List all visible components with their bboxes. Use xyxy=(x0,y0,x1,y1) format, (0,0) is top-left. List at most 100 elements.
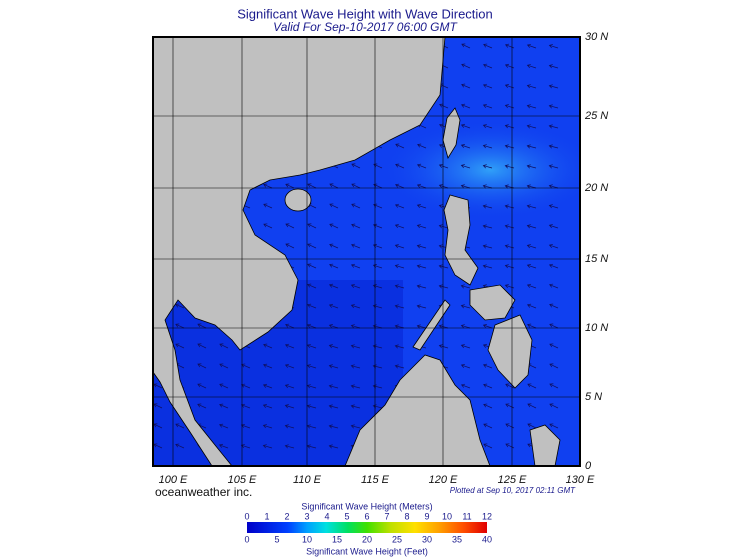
wave-arrow xyxy=(548,263,559,269)
wave-arrow xyxy=(482,164,493,169)
wave-arrow xyxy=(350,404,361,409)
wave-arrow xyxy=(505,403,515,409)
wave-arrow xyxy=(527,423,537,429)
wave-arrow xyxy=(504,204,515,209)
wave-arrow xyxy=(284,384,295,389)
wave-arrow xyxy=(328,404,339,409)
mainland xyxy=(153,37,446,466)
wave-arrow xyxy=(504,164,515,169)
lat-label: 5 N xyxy=(585,391,602,403)
wave-arrow xyxy=(350,283,361,289)
wave-arrow xyxy=(307,283,317,289)
wave-arrow xyxy=(460,123,471,129)
meters-tick: 1 xyxy=(264,511,269,521)
wave-arrow xyxy=(197,343,207,349)
wave-arrow xyxy=(262,424,273,429)
wave-arrow xyxy=(328,444,339,449)
taiwan xyxy=(442,107,461,159)
wave-arrow xyxy=(461,83,471,89)
title: Significant Wave Height with Wave Direct… xyxy=(237,6,493,21)
wave-arrow xyxy=(285,323,295,329)
wave-arrow xyxy=(240,403,251,409)
feet-tick: 10 xyxy=(302,534,312,544)
wave-arrow xyxy=(439,103,449,109)
hainan xyxy=(284,188,312,212)
wave-arrow xyxy=(548,204,559,209)
wave-arrow xyxy=(549,323,559,329)
wave-arrow xyxy=(240,423,251,429)
wave-arrow xyxy=(329,203,339,209)
wave-arrow xyxy=(482,144,493,149)
feet-tick: 30 xyxy=(422,534,432,544)
wave-arrow xyxy=(306,344,317,349)
feet-tick: 15 xyxy=(332,534,342,544)
wave-arrow xyxy=(549,403,559,409)
wave-arrow xyxy=(483,383,493,389)
wave-arrow xyxy=(438,284,449,289)
wave-arrow xyxy=(394,364,405,369)
wave-arrow xyxy=(482,264,493,269)
wave-arrow xyxy=(526,64,537,69)
wave-arrow xyxy=(482,83,493,89)
subtitle: Valid For Sep-10-2017 06:00 GMT xyxy=(273,20,458,34)
wave-arrow xyxy=(549,383,559,389)
wave-arrow xyxy=(548,164,559,169)
wave-arrow xyxy=(416,183,427,189)
wave-arrow xyxy=(526,164,537,169)
wave-arrow xyxy=(175,323,185,329)
axis-labels: 100 E 105 E 110 E 115 E 120 E 125 E 130 E 30 N 2… xyxy=(159,31,609,486)
wave-arrow xyxy=(306,364,317,369)
wave-arrow xyxy=(460,284,471,289)
wave-arrow xyxy=(219,363,229,369)
wave-arrow xyxy=(284,424,295,429)
wave-arrow xyxy=(526,43,537,49)
wave-arrow xyxy=(416,163,427,169)
wave-arrow xyxy=(438,344,449,349)
wave-arrow xyxy=(548,243,559,249)
wave-arrow xyxy=(175,443,185,449)
credit: oceanweather inc. xyxy=(155,485,252,499)
wave-arrow xyxy=(461,43,471,49)
meters-tick: 12 xyxy=(482,511,492,521)
wave-arrow xyxy=(482,103,493,109)
wave-arrow xyxy=(527,383,537,389)
lon-label: 115 E xyxy=(361,474,390,486)
wave-arrow xyxy=(175,303,185,309)
wave-arrow xyxy=(351,183,361,189)
feet-tick: 35 xyxy=(452,534,462,544)
lat-label: 0 xyxy=(585,460,592,472)
meters-tick: 11 xyxy=(462,511,471,521)
meters-tick: 2 xyxy=(284,511,289,521)
wave-arrow xyxy=(197,383,207,389)
wave-arrow xyxy=(175,343,185,349)
wave-arrow xyxy=(395,143,405,149)
wave-arrow xyxy=(306,404,317,409)
wave-arrow xyxy=(416,284,427,289)
wave-arrow xyxy=(548,104,559,109)
wave-arrow xyxy=(549,423,559,429)
wave-arrow xyxy=(416,204,427,209)
wave-arrow xyxy=(351,163,361,169)
graticule xyxy=(153,37,580,466)
wave-arrow xyxy=(438,324,449,329)
wave-arrow xyxy=(460,144,471,149)
lon-label: 120 E xyxy=(429,474,458,486)
wave-arrow xyxy=(548,44,559,49)
meters-tick: 4 xyxy=(324,511,329,521)
wave-arrow xyxy=(548,144,559,149)
visayas xyxy=(469,284,516,321)
wave-arrow xyxy=(504,124,515,129)
wave-arrow xyxy=(262,383,273,389)
wave-arrow xyxy=(526,104,537,109)
wave-arrow xyxy=(219,423,229,429)
lat-label: 10 N xyxy=(585,322,608,334)
wave-arrow xyxy=(504,84,515,89)
wave-arrow xyxy=(504,284,515,289)
wave-arrow xyxy=(460,103,471,109)
wave-arrow xyxy=(394,203,405,209)
meters-tick: 8 xyxy=(404,511,409,521)
colorbar xyxy=(247,522,487,533)
wave-arrow xyxy=(504,224,515,229)
wave-arrow xyxy=(394,304,405,309)
wave-arrow xyxy=(526,244,537,249)
